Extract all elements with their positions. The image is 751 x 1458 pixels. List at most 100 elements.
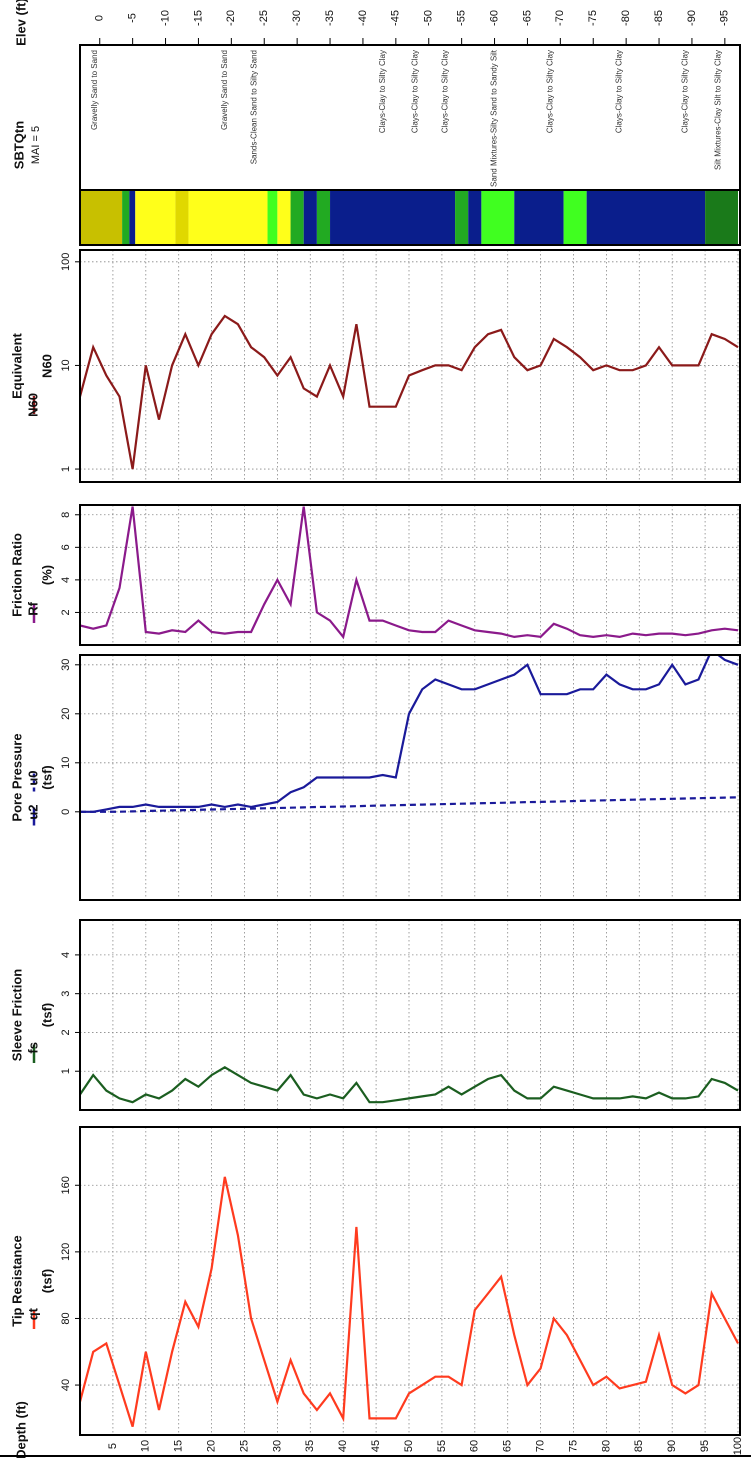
- sbt-layer: [135, 190, 176, 245]
- elev-tick-label: -60: [488, 10, 500, 26]
- panel-unit: (tsf): [39, 1269, 54, 1294]
- elev-tick-label: -40: [357, 10, 369, 26]
- data-line: [80, 506, 739, 640]
- elev-tick-label: -5: [127, 13, 139, 23]
- panel-title: Friction Ratio: [9, 533, 24, 617]
- y-tick-label: 3: [60, 991, 72, 997]
- elev-label: Elev (ft): [13, 0, 28, 46]
- sbt-layer: [303, 190, 317, 245]
- panel-title: Tip Resistance: [9, 1235, 24, 1327]
- depth-tick-label: 60: [469, 1440, 481, 1452]
- sbt-title: SBTQtn: [11, 121, 26, 169]
- panel-title: Sleeve Friction: [9, 969, 24, 1062]
- y-tick-label: 8: [60, 512, 72, 518]
- panel-frame: [79, 1126, 741, 1436]
- sbt-zone-label: Clays-Clay to Silty Clay: [615, 50, 624, 133]
- y-tick-label: 1: [60, 466, 72, 472]
- sbt-zone-label: Silt Mixtures-Clay Silt to Silty Clay: [713, 50, 722, 170]
- y-tick-label: 100: [60, 253, 72, 271]
- data-line: [80, 314, 739, 470]
- y-tick-label: 6: [60, 544, 72, 550]
- elev-tick-label: -35: [324, 10, 336, 26]
- y-tick-label: 10: [60, 359, 72, 371]
- depth-tick-label: 80: [600, 1440, 612, 1452]
- panel-unit: (%): [39, 565, 54, 585]
- y-tick-label: 80: [60, 1312, 72, 1324]
- sbt-layer: [468, 190, 482, 245]
- y-tick-label: 20: [60, 708, 72, 720]
- sbt-zone-label: Gravelly Sand to Sand: [90, 50, 99, 130]
- depth-tick-label: 5: [107, 1443, 119, 1449]
- elev-tick-label: -15: [192, 10, 204, 26]
- elev-tick-label: -25: [258, 10, 270, 26]
- y-tick-label: 30: [60, 659, 72, 671]
- sbt-layer: [267, 190, 278, 245]
- depth-tick-label: 75: [567, 1440, 579, 1452]
- sbt-zone-label: Sand Mixtures-Silty Sand to Sandy Silt: [490, 49, 499, 187]
- elev-tick-label: -20: [225, 10, 237, 26]
- depth-label: Depth (ft): [13, 1401, 28, 1458]
- depth-tick-label: 45: [370, 1440, 382, 1452]
- depth-tick-label: 50: [403, 1440, 415, 1452]
- sbt-layer: [705, 190, 738, 245]
- legend-label: N60: [25, 393, 40, 417]
- elev-tick-label: -95: [719, 10, 731, 26]
- elev-tick-label: -85: [653, 10, 665, 26]
- y-tick-label: 2: [60, 1029, 72, 1035]
- panel-frame: [79, 919, 741, 1111]
- depth-tick-label: 100: [732, 1437, 744, 1455]
- y-tick-label: 10: [60, 757, 72, 769]
- panel-frame: [79, 654, 741, 901]
- depth-tick-label: 70: [535, 1440, 547, 1452]
- elev-tick-label: -80: [620, 10, 632, 26]
- sbt-layer: [290, 190, 304, 245]
- elev-tick-label: -55: [456, 10, 468, 26]
- y-tick-label: 120: [60, 1243, 72, 1261]
- panel-unit: N60: [39, 354, 54, 378]
- y-tick-label: 4: [60, 577, 72, 583]
- sbt-layer: [316, 190, 331, 245]
- elev-tick-label: -45: [390, 10, 402, 26]
- data-line: [80, 1066, 739, 1104]
- y-tick-label: 1: [60, 1068, 72, 1074]
- elev-tick-label: -30: [291, 10, 303, 26]
- depth-tick-label: 85: [633, 1440, 645, 1452]
- elev-tick-label: -90: [686, 10, 698, 26]
- depth-tick-label: 40: [337, 1440, 349, 1452]
- depth-tick-label: 15: [173, 1440, 185, 1452]
- depth-tick-label: 35: [304, 1440, 316, 1452]
- sbt-layer: [514, 190, 564, 245]
- y-tick-label: 4: [60, 952, 72, 958]
- y-tick-label: 0: [60, 809, 72, 815]
- panel-unit: (tsf): [39, 1003, 54, 1028]
- depth-tick-label: 10: [140, 1440, 152, 1452]
- sbt-layer: [586, 190, 706, 245]
- sbt-zone-label: Clays-Clay to Silty Clay: [680, 50, 689, 133]
- sbt-layer: [481, 190, 515, 245]
- legend-label: qt: [25, 1307, 40, 1320]
- depth-tick-label: 20: [206, 1440, 218, 1452]
- depth-tick-label: 90: [666, 1440, 678, 1452]
- data-line: [80, 1176, 739, 1428]
- depth-tick-label: 25: [238, 1440, 250, 1452]
- y-tick-label: 2: [60, 609, 72, 615]
- y-tick-label: 40: [60, 1379, 72, 1391]
- sbt-zone-label: Gravelly Sand to Sand: [220, 50, 229, 130]
- sbt-frame: [79, 44, 741, 246]
- sbt-zone-label: Sands-Clean Sand to Silty Sand: [249, 50, 258, 164]
- depth-tick-label: 55: [436, 1440, 448, 1452]
- legend-label: fs: [25, 1042, 40, 1054]
- panel-title: Pore Pressure: [9, 733, 24, 821]
- elev-tick-label: -65: [521, 10, 533, 26]
- sbt-zone-label: Clays-Clay to Silty Clay: [546, 50, 555, 133]
- panel-title: Equivalent: [9, 332, 24, 398]
- elev-tick-label: -75: [587, 10, 599, 26]
- elev-tick-label: -70: [554, 10, 566, 26]
- data-line: [80, 655, 739, 813]
- depth-tick-label: 30: [271, 1440, 283, 1452]
- sbt-zone-label: Clays-Clay to Silty Clay: [411, 50, 420, 133]
- depth-tick-label: 95: [699, 1440, 711, 1452]
- elev-tick-label: -10: [159, 10, 171, 26]
- sbt-layer: [330, 190, 456, 245]
- elev-tick-label: 0: [94, 15, 106, 21]
